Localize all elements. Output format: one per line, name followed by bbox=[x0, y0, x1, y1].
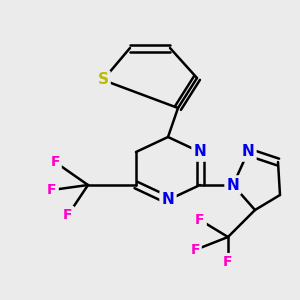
Text: N: N bbox=[194, 145, 206, 160]
Text: F: F bbox=[195, 213, 205, 227]
Text: F: F bbox=[190, 243, 200, 257]
Text: F: F bbox=[47, 183, 57, 197]
Text: S: S bbox=[98, 73, 109, 88]
Text: F: F bbox=[223, 255, 233, 269]
Text: N: N bbox=[162, 193, 174, 208]
Text: N: N bbox=[226, 178, 239, 193]
Text: F: F bbox=[63, 208, 73, 222]
Text: F: F bbox=[50, 155, 60, 169]
Text: N: N bbox=[242, 145, 254, 160]
